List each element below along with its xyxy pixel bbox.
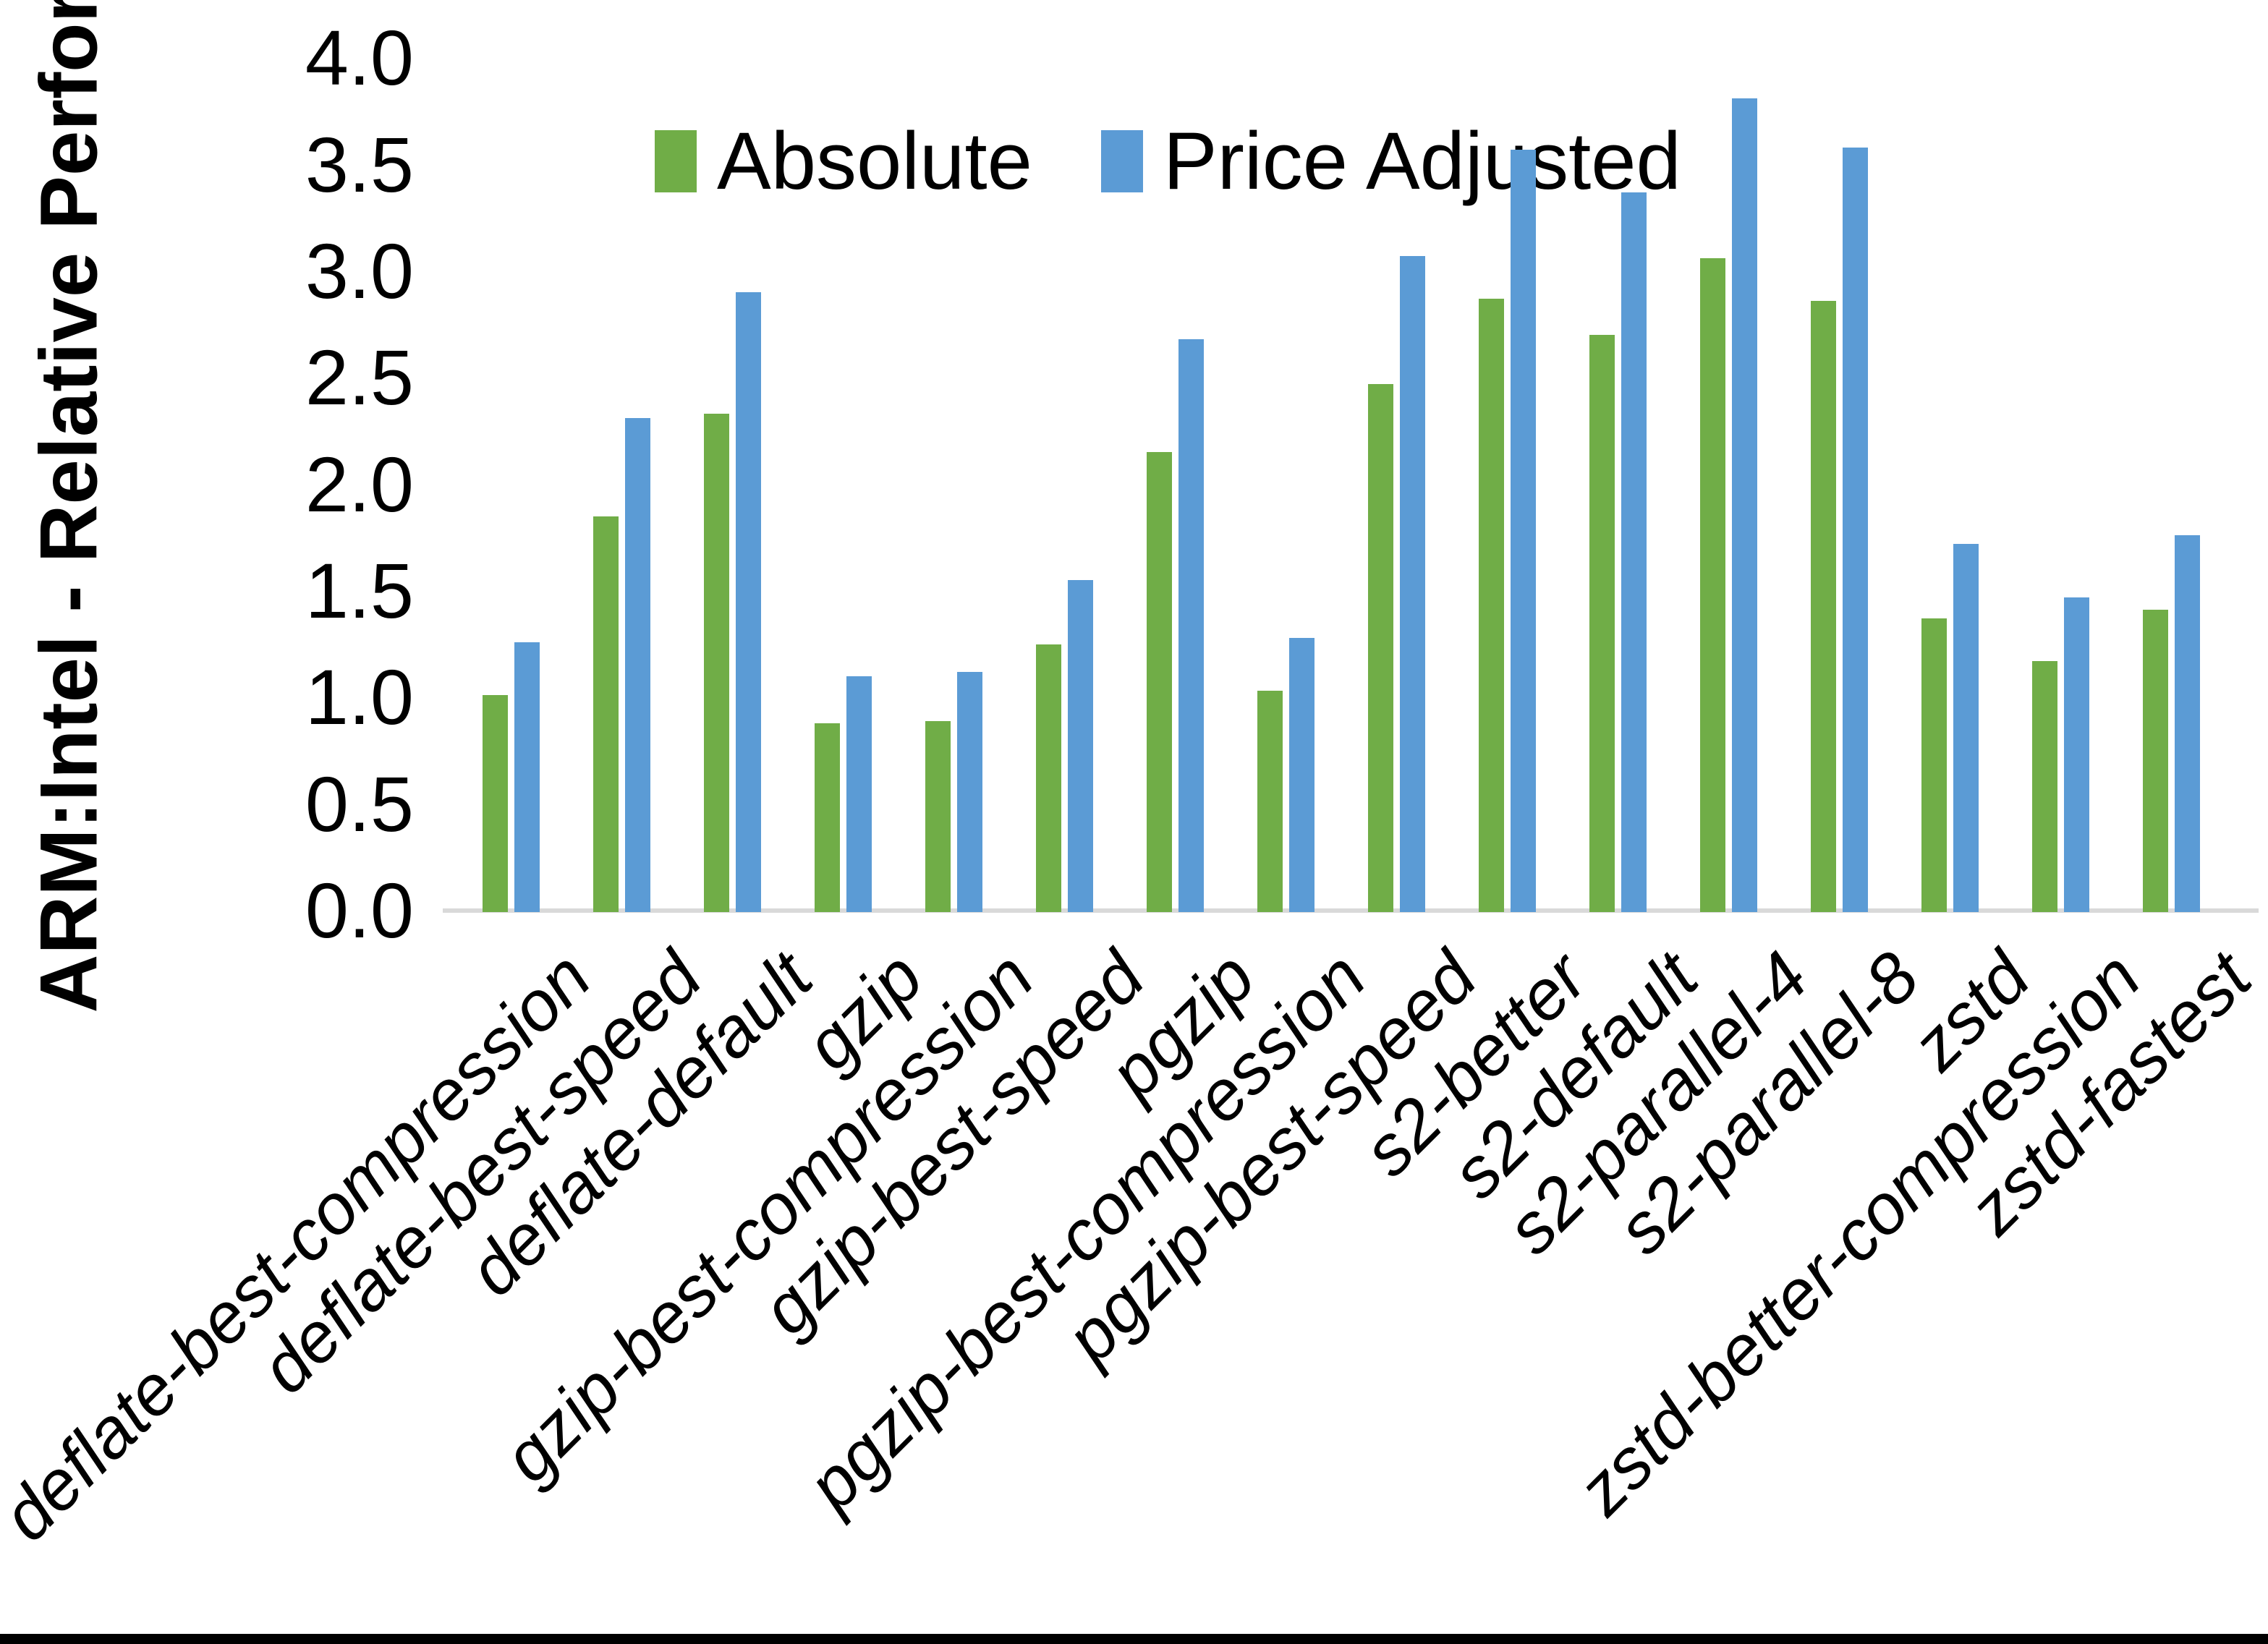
bar-pgzip-best-speed-absolute bbox=[1368, 384, 1393, 912]
legend-label-absolute: Absolute bbox=[717, 116, 1032, 206]
bar-zstd-fastest-absolute bbox=[2143, 610, 2168, 912]
bar-zstd-better-compression-price-adjusted bbox=[2064, 597, 2089, 912]
bar-gzip-best-speed-price-adjusted bbox=[1068, 580, 1093, 912]
x-axis-line bbox=[443, 908, 2259, 913]
bar-deflate-best-compression-absolute bbox=[483, 695, 508, 912]
bar-deflate-default-absolute bbox=[704, 414, 729, 912]
bottom-border bbox=[0, 1634, 2268, 1644]
bar-s2-better-absolute bbox=[1479, 299, 1504, 912]
absolute-series-swatch-icon bbox=[655, 129, 697, 192]
bar-gzip-best-compression-price-adjusted bbox=[957, 671, 982, 912]
bar-pgzip-best-compression-price-adjusted bbox=[1289, 637, 1314, 912]
bar-s2-default-absolute bbox=[1589, 335, 1615, 912]
bar-zstd-price-adjusted bbox=[1953, 544, 1979, 912]
bar-s2-better-price-adjusted bbox=[1511, 149, 1536, 912]
bar-deflate-best-compression-price-adjusted bbox=[514, 642, 540, 912]
bar-zstd-absolute bbox=[1921, 618, 1947, 912]
bar-deflate-best-speed-absolute bbox=[593, 516, 619, 912]
y-tick-label: 3.5 bbox=[305, 120, 414, 208]
bar-deflate-best-speed-price-adjusted bbox=[625, 418, 650, 912]
bar-gzip-absolute bbox=[815, 723, 840, 912]
price-adjusted-series-swatch-icon bbox=[1100, 129, 1143, 192]
bar-gzip-best-compression-absolute bbox=[925, 720, 951, 912]
bar-pgzip-price-adjusted bbox=[1178, 339, 1204, 912]
bar-gzip-best-speed-absolute bbox=[1036, 644, 1061, 912]
bar-s2-parallel-4-absolute bbox=[1700, 258, 1725, 912]
y-tick-label: 0.5 bbox=[305, 759, 414, 848]
bar-s2-default-price-adjusted bbox=[1621, 192, 1647, 912]
bar-deflate-default-price-adjusted bbox=[736, 292, 761, 912]
y-tick-label: 4.0 bbox=[305, 14, 414, 102]
bar-pgzip-best-compression-absolute bbox=[1257, 691, 1283, 912]
bar-s2-parallel-8-price-adjusted bbox=[1843, 147, 1868, 912]
bar-zstd-fastest-price-adjusted bbox=[2175, 535, 2200, 912]
y-tick-label: 2.0 bbox=[305, 440, 414, 528]
bar-pgzip-absolute bbox=[1147, 452, 1172, 912]
bar-gzip-price-adjusted bbox=[846, 676, 872, 912]
y-tick-label: 0.0 bbox=[305, 866, 414, 954]
y-axis-title: ARM:Intel - Relative Performance bbox=[23, 0, 114, 1013]
y-tick-label: 3.0 bbox=[305, 226, 414, 315]
y-tick-label: 2.5 bbox=[305, 333, 414, 422]
bar-zstd-better-compression-absolute bbox=[2032, 661, 2057, 912]
bar-pgzip-best-speed-price-adjusted bbox=[1400, 256, 1425, 912]
legend-label-price-adjusted: Price Adjusted bbox=[1163, 116, 1681, 206]
y-tick-label: 1.5 bbox=[305, 546, 414, 634]
y-tick-label: 1.0 bbox=[305, 653, 414, 741]
legend: Absolute Price Adjusted bbox=[655, 114, 1681, 208]
bar-s2-parallel-8-absolute bbox=[1811, 301, 1836, 912]
legend-item-price-adjusted: Price Adjusted bbox=[1100, 114, 1681, 208]
legend-item-absolute: Absolute bbox=[655, 114, 1032, 208]
bar-s2-parallel-4-price-adjusted bbox=[1732, 98, 1757, 912]
